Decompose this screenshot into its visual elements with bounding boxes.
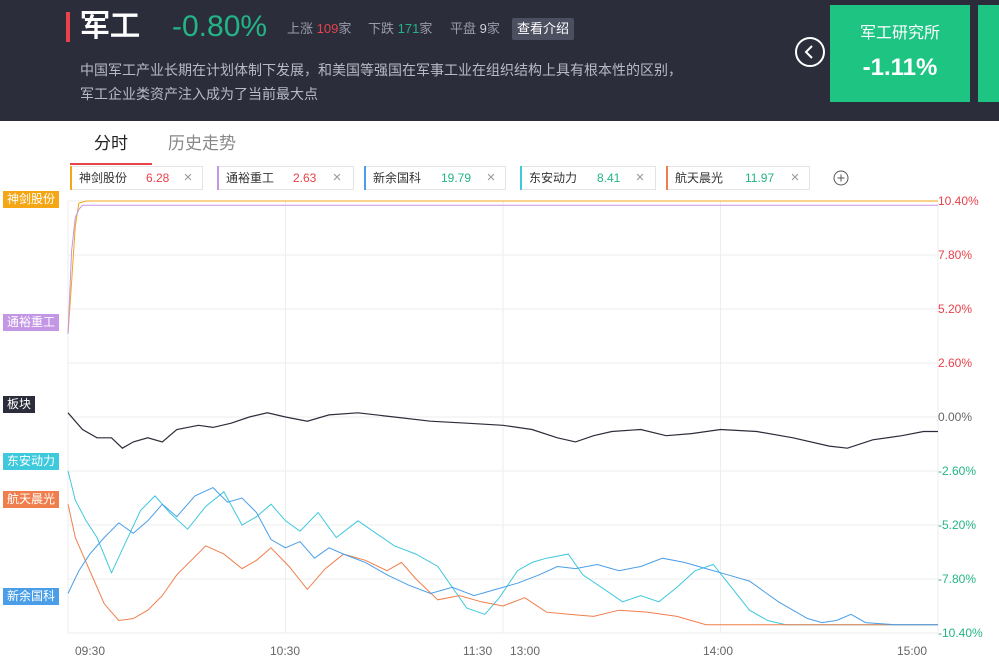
up-unit: 家 xyxy=(338,21,352,36)
chip-name: 神剑股份 xyxy=(79,171,128,185)
stock-chip-hangtian[interactable]: 航天晨光 11.97 × xyxy=(666,166,810,190)
sector-change: -0.80% xyxy=(172,10,268,43)
x-tick-label: 10:30 xyxy=(270,644,301,658)
series-tag: 航天晨光 xyxy=(3,491,60,508)
chip-color-bar xyxy=(364,166,366,190)
close-icon[interactable]: × xyxy=(332,169,342,186)
y-tick-label: 0.00% xyxy=(938,410,973,424)
y-tick-label: -10.40% xyxy=(938,626,983,640)
chip-name: 新余国科 xyxy=(373,171,422,185)
series-tag: 通裕重工 xyxy=(3,314,60,331)
related-sector-card[interactable]: 军工研究所 -1.11% xyxy=(830,5,970,102)
down-stat: 下跌 171家 xyxy=(368,20,432,38)
next-sector-card[interactable] xyxy=(978,5,999,102)
x-tick-label: 15:00 xyxy=(897,644,928,658)
y-tick-label: -7.80% xyxy=(938,572,977,586)
chip-color-bar xyxy=(666,166,668,190)
view-intro-button[interactable]: 查看介绍 xyxy=(512,18,574,40)
chevron-left-icon[interactable] xyxy=(795,37,825,67)
flat-label: 平盘 xyxy=(450,21,477,36)
down-label: 下跌 xyxy=(368,21,395,36)
chip-value: 11.97 xyxy=(745,171,775,185)
series-tag: 新余国科 xyxy=(3,588,60,605)
x-tick-label: 14:00 xyxy=(703,644,734,658)
y-tick-label: 2.60% xyxy=(938,356,973,370)
y-tick-label: 5.20% xyxy=(938,302,973,316)
chart-grid xyxy=(67,200,939,634)
x-tick-label: 13:00 xyxy=(510,644,541,658)
chip-name: 通裕重工 xyxy=(226,171,275,185)
chart-series xyxy=(67,200,938,626)
title-accent-bar xyxy=(66,12,70,42)
down-count: 171 xyxy=(397,21,420,36)
chip-value: 19.79 xyxy=(441,171,472,185)
flat-count: 9 xyxy=(479,21,487,36)
description-line-1: 中国军工产业长期在计划体制下发展，和美国等强国在军事工业在组织结构上具有根本性的… xyxy=(80,62,682,78)
plus-circle-icon[interactable] xyxy=(833,170,849,186)
close-icon[interactable]: × xyxy=(486,169,496,186)
y-tick-label: 7.80% xyxy=(938,248,973,262)
close-icon[interactable]: × xyxy=(183,169,193,186)
up-label: 上涨 xyxy=(287,21,314,36)
series-tag: 神剑股份 xyxy=(3,191,60,208)
stock-chip-dongan[interactable]: 东安动力 8.41 × xyxy=(520,166,656,190)
intraday-chart xyxy=(67,200,939,634)
chip-color-bar xyxy=(520,166,522,190)
series-line xyxy=(67,487,938,626)
chip-name: 东安动力 xyxy=(529,171,578,185)
related-sector-change: -1.11% xyxy=(862,54,938,81)
y-tick-label: 10.40% xyxy=(938,194,979,208)
down-unit: 家 xyxy=(419,21,433,36)
flat-unit: 家 xyxy=(486,21,500,36)
y-tick-label: -5.20% xyxy=(938,518,977,532)
chip-name: 航天晨光 xyxy=(675,171,724,185)
series-line xyxy=(67,470,938,626)
close-icon[interactable]: × xyxy=(635,169,645,186)
tab-history[interactable]: 历史走势 xyxy=(168,134,236,153)
sector-title: 军工 xyxy=(80,10,140,43)
chip-color-bar xyxy=(70,166,72,190)
x-tick-label: 09:30 xyxy=(75,644,106,658)
chip-value: 2.63 xyxy=(293,171,317,185)
series-line xyxy=(67,412,938,449)
series-tag: 东安动力 xyxy=(3,453,60,470)
close-icon[interactable]: × xyxy=(790,169,800,186)
up-count: 109 xyxy=(316,21,339,36)
sector-header: 军工 -0.80% 上涨 109家 下跌 171家 平盘 9家 查看介绍 中国军… xyxy=(0,0,999,121)
series-line xyxy=(67,204,938,334)
flat-stat: 平盘 9家 xyxy=(450,20,500,38)
series-tag: 板块 xyxy=(3,396,36,413)
tab-intraday[interactable]: 分时 xyxy=(70,132,152,165)
y-tick-label: -2.60% xyxy=(938,464,977,478)
sector-description: 中国军工产业长期在计划体制下发展，和美国等强国在军事工业在组织结构上具有根本性的… xyxy=(80,58,780,106)
series-line xyxy=(67,504,938,626)
up-stat: 上涨 109家 xyxy=(287,20,351,38)
chip-value: 6.28 xyxy=(146,171,170,185)
stock-chip-tongyu[interactable]: 通裕重工 2.63 × xyxy=(217,166,354,190)
stock-chip-xinyu[interactable]: 新余国科 19.79 × xyxy=(364,166,506,190)
description-line-2: 军工企业类资产注入成为了当前最大点 xyxy=(80,86,318,102)
chip-color-bar xyxy=(217,166,219,190)
stock-chip-shenjian[interactable]: 神剑股份 6.28 × xyxy=(70,166,203,190)
related-sector-name: 军工研究所 xyxy=(859,25,940,42)
chip-value: 8.41 xyxy=(597,171,621,185)
x-tick-label: 11:30 xyxy=(463,644,493,658)
